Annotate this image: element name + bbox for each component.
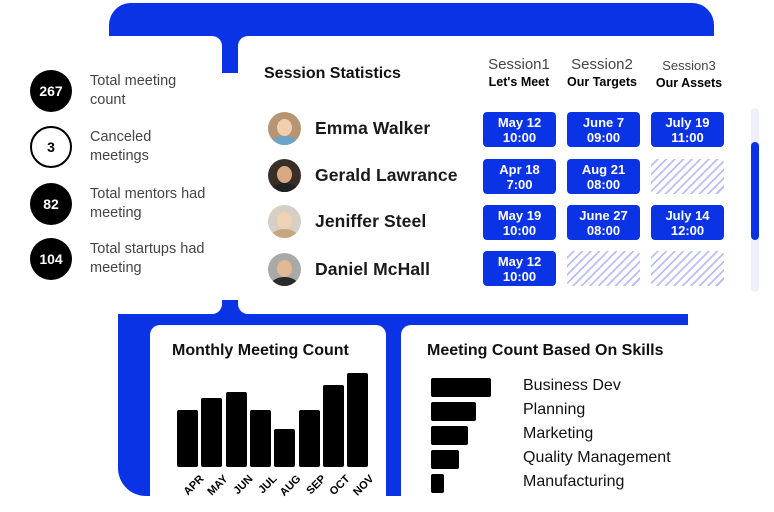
stat-label: Total meeting count (90, 73, 177, 108)
slot-date: June 27 (579, 207, 628, 223)
stat-value-circle: 82 (30, 183, 72, 225)
slot-time: 09:00 (586, 129, 621, 145)
session-subtitle: Our Assets (655, 76, 723, 90)
slot-date: Apr 18 (499, 161, 540, 177)
meeting-slot[interactable]: May 19 10:00 (483, 205, 556, 240)
stat-label: Total startups had meeting (90, 241, 205, 276)
stat-total-startups: 104 Total startups had meeting (30, 238, 210, 280)
meeting-slot[interactable]: June 27 08:00 (567, 205, 640, 240)
monthly-meeting-title: Monthly Meeting Count (172, 342, 349, 359)
stat-value-circle: 3 (30, 126, 72, 168)
scrollbar-thumb[interactable] (751, 142, 759, 240)
slot-time: 08:00 (586, 222, 621, 238)
slot-time: 08:00 (586, 176, 621, 192)
session-name: Session1 (488, 56, 550, 73)
month-bar-sep (298, 410, 320, 467)
session-name: Session3 (662, 58, 716, 73)
skills-meeting-title: Meeting Count Based On Skills (427, 342, 664, 359)
person-name: Gerald Lawrance (315, 165, 458, 185)
session-name: Session2 (571, 56, 633, 73)
slot-time: 10:00 (502, 268, 537, 284)
stat-total-meetings: 267 Total meeting count (30, 70, 210, 112)
skill-bar (431, 426, 469, 445)
slot-time: 10:00 (502, 222, 537, 238)
person-row[interactable]: Emma Walker (268, 112, 430, 145)
month-bar-may (201, 397, 223, 467)
person-row[interactable]: Jeniffer Steel (268, 205, 426, 238)
skill-bar (431, 378, 491, 397)
month-bar-jul (249, 410, 271, 467)
slot-time: 11:00 (671, 129, 704, 145)
skill-label: Manufacturing (523, 473, 625, 490)
session-subtitle: Our Targets (567, 75, 637, 89)
stat-label: Total mentors had meeting (90, 186, 206, 221)
avatar (268, 253, 301, 286)
empty-slot[interactable] (567, 251, 640, 286)
stat-label: Canceled meetings (90, 129, 152, 164)
slot-date: July 14 (665, 207, 710, 223)
month-bar-nov (347, 372, 369, 467)
meeting-slot[interactable]: May 12 10:00 (483, 112, 556, 147)
avatar (268, 112, 301, 145)
skill-label: Quality Management (523, 449, 671, 466)
session1-header: Session1 Let's Meet (474, 56, 564, 89)
person-name: Daniel McHall (315, 259, 431, 279)
month-bar-jun (225, 392, 247, 467)
slot-date: May 12 (497, 253, 542, 269)
skill-bar (431, 402, 476, 421)
slot-date: May 12 (497, 114, 542, 130)
avatar (268, 205, 301, 238)
month-bar-oct (322, 385, 344, 467)
meeting-slot[interactable]: July 19 11:00 (651, 112, 724, 147)
meeting-slot[interactable]: May 12 10:00 (483, 251, 556, 286)
meeting-slot[interactable]: Aug 21 08:00 (567, 159, 640, 194)
month-bar-apr (177, 410, 198, 467)
stat-value-circle: 267 (30, 70, 72, 112)
slot-date: Aug 21 (581, 161, 626, 177)
session-subtitle: Let's Meet (488, 75, 550, 89)
meeting-slot[interactable]: July 14 12:00 (651, 205, 724, 240)
skill-label: Marketing (523, 425, 594, 442)
meeting-slot[interactable]: Apr 18 7:00 (483, 159, 556, 194)
meeting-slot[interactable]: June 7 09:00 (567, 112, 640, 147)
empty-slot[interactable] (651, 251, 724, 286)
stat-value-circle: 104 (30, 238, 72, 280)
skill-label: Business Dev (523, 377, 621, 394)
slot-date: May 19 (497, 207, 542, 223)
slot-time: 12:00 (670, 222, 705, 238)
session-statistics-title: Session Statistics (264, 65, 401, 82)
person-name: Emma Walker (315, 118, 431, 138)
stat-canceled-meetings: 3 Canceled meetings (30, 126, 210, 168)
person-name: Jeniffer Steel (315, 211, 427, 231)
slot-date: June 7 (582, 114, 625, 130)
month-bar-aug (274, 428, 296, 467)
person-row[interactable]: Gerald Lawrance (268, 159, 458, 192)
person-row[interactable]: Daniel McHall (268, 253, 430, 286)
slot-time: 7:00 (506, 176, 533, 192)
empty-slot[interactable] (651, 159, 724, 194)
session2-header: Session2 Our Targets (557, 56, 647, 89)
slot-time: 10:00 (502, 129, 537, 145)
avatar (268, 159, 301, 192)
skill-label: Planning (523, 401, 586, 418)
skill-bar (431, 450, 460, 469)
slot-date: July 19 (665, 114, 710, 130)
stat-total-mentors: 82 Total mentors had meeting (30, 183, 210, 225)
session3-header: Session3 Our Assets (644, 58, 734, 90)
skill-bar (431, 474, 445, 493)
